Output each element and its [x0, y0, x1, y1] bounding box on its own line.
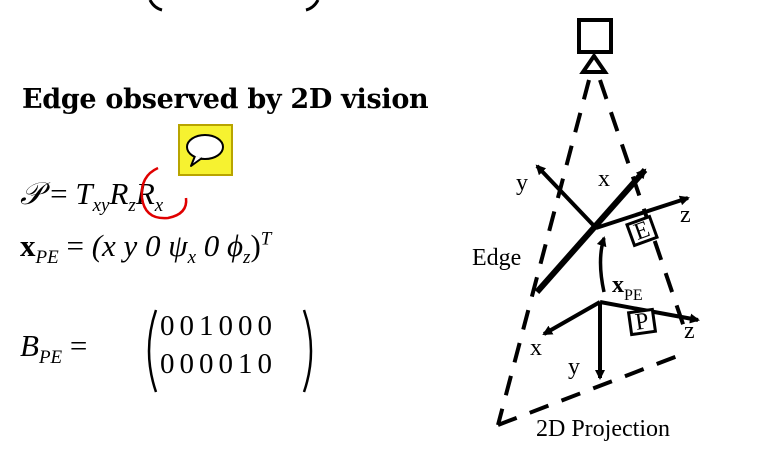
xpe-label: xPE	[612, 272, 643, 304]
lower-z-label: z	[684, 318, 695, 344]
eq3-lhs-sub: PE	[38, 347, 63, 369]
svg-text:P: P	[634, 308, 651, 336]
eq1-rz-sub: z	[128, 195, 136, 217]
matrix-row-2: 000010	[160, 348, 277, 380]
frame-box-p: P	[626, 307, 658, 337]
eq1-lhs: 𝒫	[20, 176, 43, 211]
eq2-rhs: (x y 0 ψ	[91, 228, 188, 263]
projection-cone	[496, 79, 689, 427]
edge-line	[534, 168, 648, 294]
eq3-lhs: B	[20, 328, 39, 363]
equation-xpe: xPE = (x y 0 ψx 0 ϕz)T	[20, 228, 272, 269]
frame-box-e: E	[625, 214, 659, 248]
eq1-rx-sub: x	[154, 195, 164, 217]
eq2-rhs-mid: 0 ϕ	[196, 228, 244, 263]
cropped-paren-left	[148, 0, 163, 12]
red-ink-circle	[140, 166, 188, 220]
lower-x-axis	[542, 300, 601, 336]
lower-y-label: y	[568, 354, 580, 380]
upper-x-label: x	[598, 166, 610, 192]
eq2-lhs-sub: PE	[35, 247, 59, 269]
eq1-rz: R	[109, 176, 129, 211]
matrix-row-1: 001000	[160, 310, 277, 342]
matrix-brackets	[147, 309, 313, 393]
slide-heading: Edge observed by 2D vision	[22, 84, 429, 115]
camera-icon	[577, 18, 613, 54]
xpe-arrow	[596, 236, 607, 293]
comment-note-icon[interactable]	[178, 124, 233, 176]
eq2-close: )	[250, 228, 261, 263]
upper-z-axis	[595, 195, 690, 230]
projection-label: 2D Projection	[536, 416, 670, 442]
eq2-lhs: x	[20, 228, 36, 263]
edge-label: Edge	[472, 245, 521, 271]
upper-z-label: z	[680, 202, 691, 228]
eq1-t-sub: xy	[92, 195, 110, 217]
equation-p: 𝒫 = TxyRzRx	[20, 176, 164, 217]
equation-bpe: BPE =	[20, 328, 88, 369]
lower-x-label: x	[530, 335, 542, 361]
eq2-psi-sub: x	[187, 247, 196, 269]
upper-y-axis	[535, 164, 598, 230]
cropped-paren-right	[305, 0, 320, 12]
upper-y-label: y	[516, 170, 528, 196]
matrix-bpe: 001000 000010	[140, 306, 320, 396]
speech-bubble-icon	[186, 134, 224, 167]
eq2-phi-sub: z	[243, 247, 251, 269]
eq1-t: T	[75, 176, 93, 211]
camera-lens-icon	[579, 52, 609, 74]
eq2-sup: T	[260, 228, 272, 250]
eq1-rx: R	[135, 176, 155, 211]
